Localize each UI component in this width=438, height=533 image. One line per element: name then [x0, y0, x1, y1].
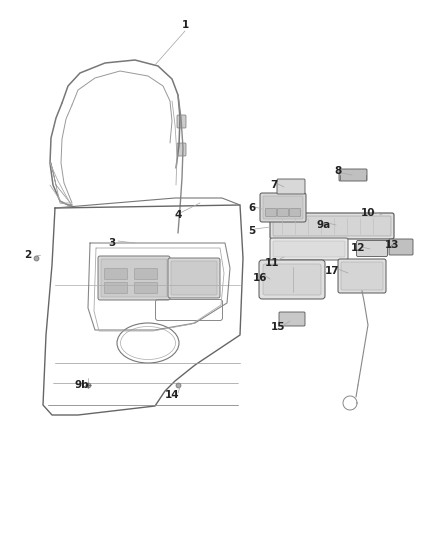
FancyBboxPatch shape [171, 261, 217, 295]
Text: 6: 6 [248, 203, 256, 213]
FancyBboxPatch shape [168, 258, 220, 298]
FancyBboxPatch shape [177, 143, 186, 156]
Text: 3: 3 [108, 238, 116, 248]
FancyBboxPatch shape [101, 259, 167, 297]
FancyBboxPatch shape [105, 282, 127, 294]
Text: 12: 12 [351, 243, 365, 253]
FancyBboxPatch shape [98, 256, 170, 300]
Text: 4: 4 [174, 210, 182, 220]
FancyBboxPatch shape [278, 208, 289, 216]
Text: 17: 17 [325, 266, 339, 276]
FancyBboxPatch shape [259, 260, 325, 299]
FancyBboxPatch shape [270, 238, 348, 260]
FancyBboxPatch shape [265, 208, 276, 216]
Text: 15: 15 [271, 322, 285, 332]
FancyBboxPatch shape [263, 264, 321, 295]
Text: 5: 5 [248, 226, 256, 236]
Text: 14: 14 [165, 390, 179, 400]
FancyBboxPatch shape [177, 115, 186, 128]
FancyBboxPatch shape [277, 179, 305, 194]
Text: 13: 13 [385, 240, 399, 250]
FancyBboxPatch shape [338, 259, 386, 293]
Text: 10: 10 [361, 208, 375, 218]
FancyBboxPatch shape [260, 193, 306, 222]
Text: 1: 1 [181, 20, 189, 30]
FancyBboxPatch shape [273, 241, 345, 257]
FancyBboxPatch shape [270, 213, 394, 239]
FancyBboxPatch shape [339, 169, 367, 181]
Text: 11: 11 [265, 258, 279, 268]
FancyBboxPatch shape [357, 240, 388, 256]
FancyBboxPatch shape [273, 216, 391, 236]
FancyBboxPatch shape [134, 282, 158, 294]
Text: 8: 8 [334, 166, 342, 176]
FancyBboxPatch shape [279, 312, 305, 326]
Text: 2: 2 [25, 250, 32, 260]
FancyBboxPatch shape [290, 208, 300, 216]
FancyBboxPatch shape [134, 269, 158, 279]
Text: 7: 7 [270, 180, 278, 190]
FancyBboxPatch shape [263, 196, 303, 219]
Text: 9a: 9a [317, 220, 331, 230]
FancyBboxPatch shape [105, 269, 127, 279]
FancyBboxPatch shape [389, 239, 413, 255]
FancyBboxPatch shape [341, 262, 383, 290]
Text: 9b: 9b [75, 380, 89, 390]
Text: 16: 16 [253, 273, 267, 283]
